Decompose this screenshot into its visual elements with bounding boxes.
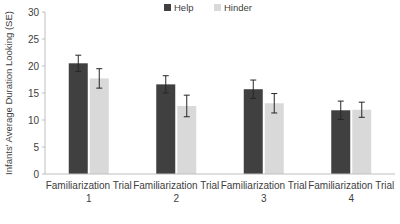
y-tick-label: 5 — [33, 142, 39, 153]
y-tick — [42, 12, 45, 13]
x-tick-label-line: 2 — [173, 193, 179, 204]
x-tick-label-line: 4 — [348, 193, 354, 204]
error-cap — [184, 95, 190, 96]
y-tick — [42, 147, 45, 148]
error-bar — [250, 80, 256, 98]
error-line — [165, 76, 166, 93]
error-line — [274, 94, 275, 113]
bar — [90, 78, 109, 174]
legend-swatch — [164, 4, 171, 11]
error-bar — [338, 101, 344, 119]
x-tick-label-line: Familiarization Trial — [46, 180, 132, 191]
bars — [69, 55, 372, 174]
error-cap — [359, 102, 365, 103]
x-tick-label: Familiarization Trial 1 — [46, 180, 132, 204]
error-cap — [271, 93, 277, 94]
error-bar — [96, 69, 102, 88]
x-tick-label-line: Familiarization Trial — [133, 180, 219, 191]
y-tick-label: 20 — [28, 61, 40, 72]
x-tick-label-line: Familiarization Trial — [308, 180, 394, 191]
bar — [69, 63, 88, 174]
error-bar — [184, 95, 190, 117]
error-cap — [163, 93, 169, 94]
error-line — [253, 80, 254, 98]
bar — [156, 84, 175, 174]
error-line — [186, 95, 187, 117]
x-tick-label-line: Familiarization Trial — [221, 180, 307, 191]
y-tick — [42, 120, 45, 121]
y-tick — [42, 174, 45, 175]
error-bar — [75, 55, 81, 71]
chart: 0 5 10 15 20 25 30 Infants' Average Duration Lo… — [0, 0, 400, 224]
bar — [331, 110, 350, 174]
error-cap — [163, 75, 169, 76]
error-cap — [96, 68, 102, 69]
legend-swatch — [214, 4, 221, 11]
error-cap — [250, 98, 256, 99]
error-cap — [96, 88, 102, 89]
y-tick — [42, 66, 45, 67]
error-bar — [163, 76, 169, 93]
error-line — [361, 102, 362, 117]
x-tick-label-line: 1 — [86, 193, 92, 204]
bar — [244, 89, 263, 174]
y-axis-title: Infants' Average Duration Looking (SE) — [3, 11, 14, 175]
error-bar — [271, 94, 277, 113]
y-tick-label: 15 — [28, 88, 40, 99]
legend-label: Help — [174, 2, 194, 13]
error-cap — [338, 119, 344, 120]
legend-label: Hinder — [224, 2, 252, 13]
error-line — [99, 69, 100, 88]
x-tick-label: Familiarization Trial 4 — [308, 180, 394, 204]
error-cap — [338, 101, 344, 102]
y-tick-label: 25 — [28, 34, 40, 45]
error-cap — [271, 112, 277, 113]
bar — [265, 103, 284, 174]
y-tick-label: 30 — [28, 7, 40, 18]
bar — [352, 110, 371, 174]
y-tick — [42, 93, 45, 94]
legend: Help Hinder — [164, 2, 252, 13]
y-tick-label: 10 — [28, 115, 40, 126]
error-bar — [359, 102, 365, 117]
x-tick-label: Familiarization Trial 2 — [133, 180, 219, 204]
error-cap — [75, 55, 81, 56]
y-tick-label: 0 — [33, 169, 39, 180]
x-axis — [45, 174, 395, 175]
error-line — [340, 101, 341, 119]
x-tick-label-line: 3 — [261, 193, 267, 204]
x-tick-label: Familiarization Trial 3 — [221, 180, 307, 204]
error-cap — [75, 71, 81, 72]
error-cap — [250, 80, 256, 81]
error-cap — [184, 116, 190, 117]
y-tick — [42, 39, 45, 40]
error-line — [78, 55, 79, 71]
error-cap — [359, 117, 365, 118]
